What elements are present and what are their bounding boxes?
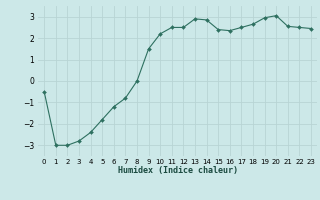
X-axis label: Humidex (Indice chaleur): Humidex (Indice chaleur) (118, 166, 238, 175)
